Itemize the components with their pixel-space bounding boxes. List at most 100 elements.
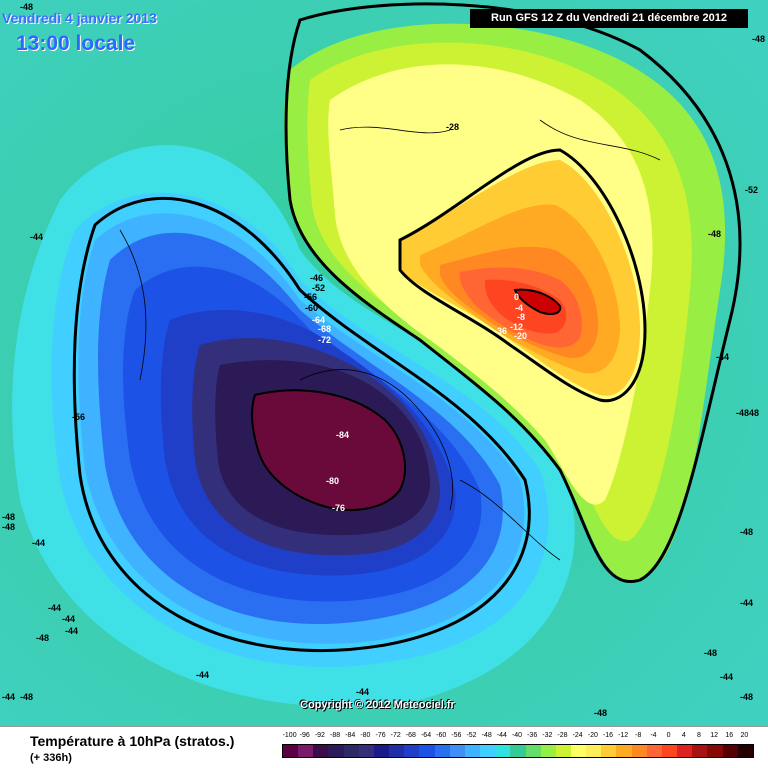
coastline-5 bbox=[339, 126, 451, 134]
copyright-notice: Copyright © 2012 Meteociel.fr bbox=[300, 699, 455, 711]
legend-swatch bbox=[555, 745, 571, 757]
isotherm-label: -44 bbox=[48, 603, 61, 613]
legend-tick-label: 12 bbox=[710, 732, 718, 739]
legend-swatch bbox=[343, 745, 359, 757]
legend-swatch bbox=[449, 745, 465, 757]
legend-swatch bbox=[525, 745, 541, 757]
isotherm-label: 0 bbox=[514, 292, 519, 302]
coastline-4 bbox=[539, 119, 661, 161]
valid-date: Vendredi 4 janvier 2013 bbox=[2, 10, 157, 26]
legend-tick-label: 8 bbox=[696, 732, 701, 739]
isotherm-label: -44 bbox=[65, 626, 78, 636]
legend-tick-label: 4 bbox=[681, 732, 686, 739]
legend-labels: -100 -96 -92 -88 -84 -80 -76 -72 -68 -64 -60 -56 -52… bbox=[282, 732, 752, 742]
isotherm-label: -52 bbox=[312, 283, 325, 293]
legend-swatch bbox=[328, 745, 344, 757]
legend-tick-label: -76 bbox=[375, 732, 386, 739]
isotherm-label: -20 bbox=[514, 331, 527, 341]
legend-swatch bbox=[419, 745, 435, 757]
legend-swatch bbox=[358, 745, 374, 757]
isotherm-label: -84 bbox=[336, 430, 349, 440]
isotherm-label: -44 bbox=[32, 538, 45, 548]
isotherm-label: -44 bbox=[30, 232, 43, 242]
isotherm-label: -44 bbox=[2, 692, 15, 702]
legend-tick-label: -40 bbox=[511, 732, 523, 739]
isotherm-label: -48 bbox=[2, 522, 15, 532]
isotherm-label: -12 bbox=[510, 322, 523, 332]
isotherm-label: -56 bbox=[72, 412, 85, 422]
legend-swatch bbox=[495, 745, 511, 757]
legend-swatch bbox=[661, 745, 678, 757]
legend-tick-label: 16 bbox=[725, 732, 734, 739]
isotherm-label: -44 bbox=[716, 352, 729, 362]
legend-swatch bbox=[510, 745, 526, 757]
isotherm-label: -48 bbox=[2, 512, 15, 522]
isotherm-label: -8 bbox=[517, 312, 525, 322]
legend-swatch bbox=[646, 745, 662, 757]
legend-tick-label: -36 bbox=[527, 732, 538, 739]
isotherm-label: -48 bbox=[594, 708, 607, 718]
isotherm-label: -76 bbox=[332, 503, 345, 513]
isotherm-label: -72 bbox=[318, 335, 331, 345]
legend-tick-label: -20 bbox=[587, 732, 598, 739]
contour-outer-cold bbox=[72, 196, 531, 653]
legend-swatch bbox=[722, 745, 738, 757]
legend-swatch bbox=[692, 745, 708, 757]
warm-core bbox=[513, 288, 562, 315]
temperature-map: -48 -44 -28 -52 -48 -44 -4848 -48 -44 -4… bbox=[0, 0, 768, 726]
legend-swatch bbox=[373, 745, 390, 757]
isotherm-label: -44 bbox=[740, 598, 753, 608]
isotherm-label: -52 bbox=[745, 185, 758, 195]
legend-tick-label: -16 bbox=[602, 732, 614, 739]
legend-swatch bbox=[404, 745, 420, 757]
legend-swatch bbox=[601, 745, 617, 757]
coastline-2 bbox=[459, 479, 561, 561]
cold-core-minus-84 bbox=[251, 389, 406, 511]
legend-tick-label: -80 bbox=[360, 732, 371, 739]
isotherm-label: -60 bbox=[305, 303, 318, 313]
isotherm-label: -4848 bbox=[736, 408, 759, 418]
legend-swatch bbox=[677, 745, 693, 757]
run-info: Run GFS 12 Z du Vendredi 21 décembre 201… bbox=[470, 9, 748, 28]
legend-swatch bbox=[298, 745, 314, 757]
isotherm-label: -48 bbox=[708, 229, 721, 239]
legend-swatch bbox=[586, 745, 602, 757]
legend-tick-label: -28 bbox=[557, 732, 568, 739]
legend-tick-label: -56 bbox=[451, 732, 462, 739]
isotherm-label: -48 bbox=[752, 34, 765, 44]
isotherm-label: -64 bbox=[312, 315, 325, 325]
isotherm-labels: -48 -44 -28 -52 -48 -44 -4848 -48 -44 -4… bbox=[2, 2, 765, 718]
isotherm-label: -48 bbox=[740, 692, 753, 702]
legend-tick-label: -68 bbox=[405, 732, 416, 739]
legend-tick-label: -4 bbox=[650, 732, 657, 739]
lead-time: (+ 336h) bbox=[30, 752, 72, 764]
legend-tick-label: -52 bbox=[466, 732, 477, 739]
color-legend bbox=[282, 744, 754, 758]
isotherm-label: -44 bbox=[356, 687, 369, 697]
footer-bar: Température à 10hPa (stratos.) (+ 336h) … bbox=[0, 726, 768, 768]
legend-tick-label: -64 bbox=[420, 732, 432, 739]
isotherm-label: -44 bbox=[62, 614, 75, 624]
legend-tick-label: -8 bbox=[635, 732, 642, 739]
isotherm-label: -46 bbox=[310, 273, 323, 283]
legend-swatch bbox=[570, 745, 587, 757]
band-zero bbox=[484, 279, 567, 334]
legend-swatch bbox=[631, 745, 647, 757]
contour-outer-warm bbox=[284, 2, 742, 583]
isotherm-label: -48 bbox=[20, 2, 33, 12]
isotherm-label: -56 bbox=[304, 292, 317, 302]
isotherm-label: -80 bbox=[326, 476, 339, 486]
legend-tick-label: -92 bbox=[314, 732, 325, 739]
valid-time: 13:00 locale bbox=[16, 32, 136, 55]
isotherm-label: -48 bbox=[740, 527, 753, 537]
legend-swatch bbox=[464, 745, 481, 757]
isotherm-label: -48 bbox=[36, 633, 49, 643]
isotherm-label: -48 bbox=[20, 692, 33, 702]
legend-swatch bbox=[313, 745, 329, 757]
contour-inner-warm bbox=[398, 148, 647, 403]
isotherm-label: -44 bbox=[720, 672, 733, 682]
parameter-title: Température à 10hPa (stratos.) bbox=[30, 733, 235, 749]
isotherm-label: -4 bbox=[515, 303, 523, 313]
legend-swatch bbox=[434, 745, 450, 757]
